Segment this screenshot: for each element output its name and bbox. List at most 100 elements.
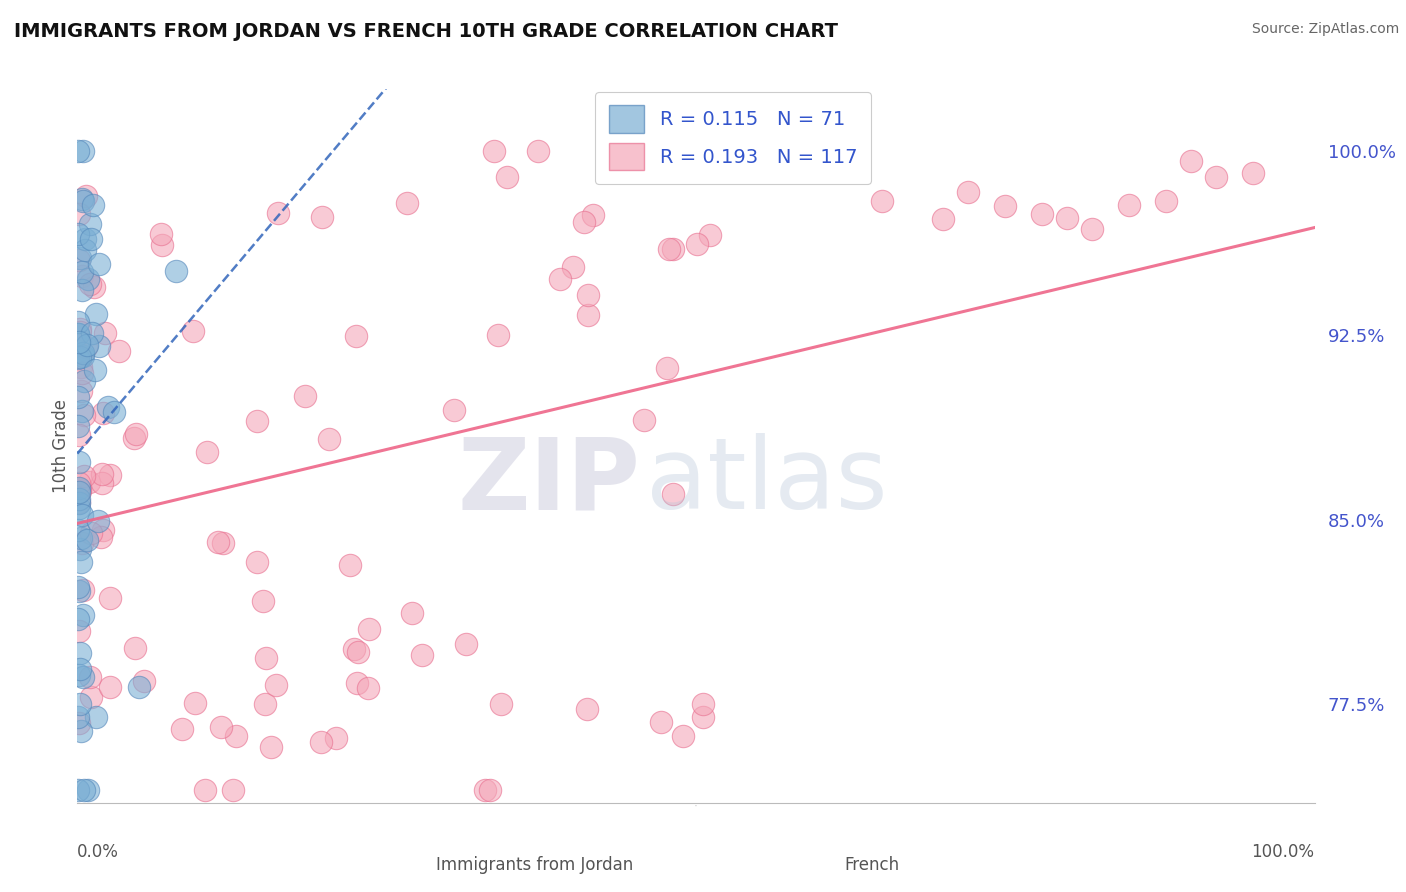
Point [339, 558, 361, 572]
Text: 0.0%: 0.0% [77, 843, 120, 861]
Point [75, 232, 97, 246]
Point [994, 199, 1017, 213]
Point [75, 340, 97, 354]
Point [82, 326, 104, 340]
Point [67, 481, 90, 495]
Point [76, 533, 98, 547]
Point [97, 400, 120, 414]
Point [73, 243, 96, 257]
Point [79, 217, 101, 231]
Point [346, 676, 368, 690]
Text: IMMIGRANTS FROM JORDAN VS FRENCH 10TH GRADE CORRELATION CHART: IMMIGRANTS FROM JORDAN VS FRENCH 10TH GR… [14, 22, 838, 41]
Point [75, 189, 97, 203]
Point [70, 724, 93, 739]
Point [478, 783, 501, 797]
Point [67, 207, 90, 221]
Point [67, 524, 90, 538]
Point [72, 608, 94, 623]
Point [79, 277, 101, 292]
Text: French: French [844, 856, 900, 874]
Point [91, 467, 114, 482]
Point [84, 709, 107, 723]
Point [222, 783, 245, 797]
Point [77, 475, 100, 489]
Point [67, 327, 90, 342]
Point [562, 260, 585, 274]
Point [67, 334, 90, 349]
Point [67, 668, 90, 682]
Point [69, 483, 91, 498]
Point [66, 580, 89, 594]
Point [70, 284, 93, 298]
Point [526, 144, 548, 158]
Point [170, 722, 193, 736]
Point [70, 360, 93, 375]
Point [70, 536, 93, 550]
Point [1205, 170, 1227, 185]
Legend: R = 0.115   N = 71, R = 0.193   N = 117: R = 0.115 N = 71, R = 0.193 N = 117 [596, 92, 870, 184]
Point [82, 198, 104, 212]
Point [69, 662, 91, 676]
Point [870, 194, 893, 209]
Point [456, 637, 478, 651]
Point [347, 645, 370, 659]
Point [69, 482, 91, 496]
Point [325, 731, 347, 745]
Point [357, 622, 380, 636]
Point [1118, 198, 1140, 212]
Point [548, 272, 571, 286]
Point [401, 606, 423, 620]
Point [67, 227, 90, 241]
Point [70, 269, 93, 284]
Point [76, 783, 98, 797]
Point [633, 413, 655, 427]
Point [67, 475, 90, 490]
Point [496, 170, 519, 185]
Text: Source: ZipAtlas.com: Source: ZipAtlas.com [1251, 22, 1399, 37]
Point [98, 591, 121, 606]
Point [1180, 153, 1202, 168]
Point [79, 670, 101, 684]
Point [80, 526, 103, 541]
Point [489, 697, 512, 711]
Point [72, 582, 94, 597]
Point [83, 363, 105, 377]
Point [91, 523, 114, 537]
Point [207, 535, 229, 549]
Point [70, 192, 93, 206]
Point [195, 445, 218, 459]
Point [70, 265, 93, 279]
Point [658, 242, 681, 256]
Point [264, 678, 287, 692]
Point [67, 419, 90, 434]
Point [72, 194, 94, 208]
Point [72, 670, 94, 684]
Point [69, 542, 91, 557]
Point [67, 327, 90, 342]
Point [396, 195, 419, 210]
Point [357, 681, 380, 695]
Point [67, 624, 90, 638]
Point [486, 328, 509, 343]
Point [98, 680, 121, 694]
Point [66, 783, 89, 797]
Point [246, 414, 269, 428]
Point [70, 508, 93, 523]
Text: atlas: atlas [647, 434, 889, 530]
Point [411, 648, 433, 662]
Point [67, 496, 90, 510]
Point [225, 729, 247, 743]
Point [66, 351, 89, 366]
Point [672, 730, 695, 744]
Point [184, 696, 207, 710]
Point [66, 390, 89, 404]
Point [125, 426, 148, 441]
Point [69, 698, 91, 712]
Point [576, 308, 599, 322]
Point [1031, 207, 1053, 221]
Point [69, 646, 91, 660]
Point [67, 346, 90, 360]
Point [260, 739, 283, 754]
Point [662, 487, 685, 501]
Point [70, 555, 93, 569]
